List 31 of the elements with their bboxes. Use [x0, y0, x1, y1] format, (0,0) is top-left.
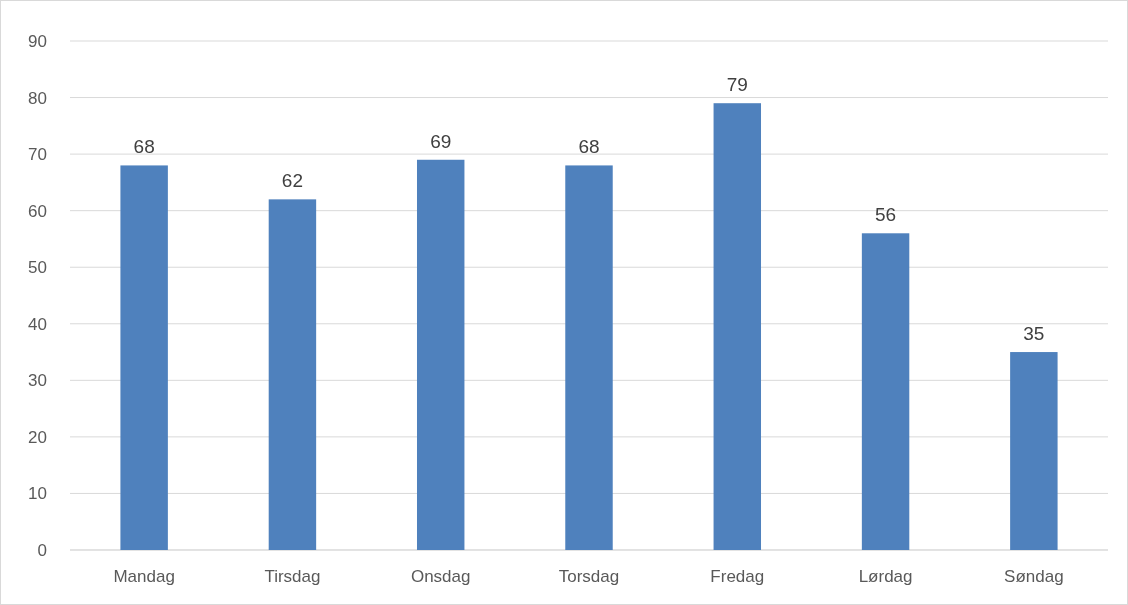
x-tick-label: Onsdag	[410, 567, 471, 586]
x-tick-label: Lørdag	[858, 567, 913, 586]
y-tick-label: 0	[37, 540, 47, 560]
bar	[416, 159, 465, 550]
bar	[713, 103, 762, 550]
x-tick-label: Søndag	[1004, 567, 1064, 586]
y-tick-label: 70	[28, 145, 47, 165]
data-label: 79	[726, 74, 748, 96]
y-tick-label: 90	[28, 31, 47, 51]
bar	[565, 165, 613, 550]
x-tick-label: Tirsdag	[264, 567, 321, 586]
data-label: 35	[1023, 323, 1045, 345]
y-tick-label: 60	[28, 201, 47, 221]
x-tick-label: Mandag	[113, 567, 175, 586]
data-label: 56	[875, 204, 897, 226]
bar	[120, 165, 168, 550]
x-tick-label: Torsdag	[558, 567, 620, 586]
x-tick-label: Fredag	[710, 567, 765, 586]
y-tick-label: 40	[28, 314, 47, 334]
data-label: 62	[281, 170, 303, 192]
data-label: 69	[430, 130, 452, 152]
y-tick-label: 20	[28, 427, 47, 447]
y-tick-label: 50	[28, 258, 47, 278]
bar	[1010, 352, 1058, 550]
y-tick-label: 30	[28, 371, 47, 391]
data-label: 68	[578, 136, 600, 158]
y-tick-label: 10	[28, 484, 47, 504]
bar	[268, 199, 317, 550]
bar	[861, 233, 910, 550]
data-label: 68	[133, 136, 155, 158]
y-tick-label: 80	[28, 88, 47, 108]
